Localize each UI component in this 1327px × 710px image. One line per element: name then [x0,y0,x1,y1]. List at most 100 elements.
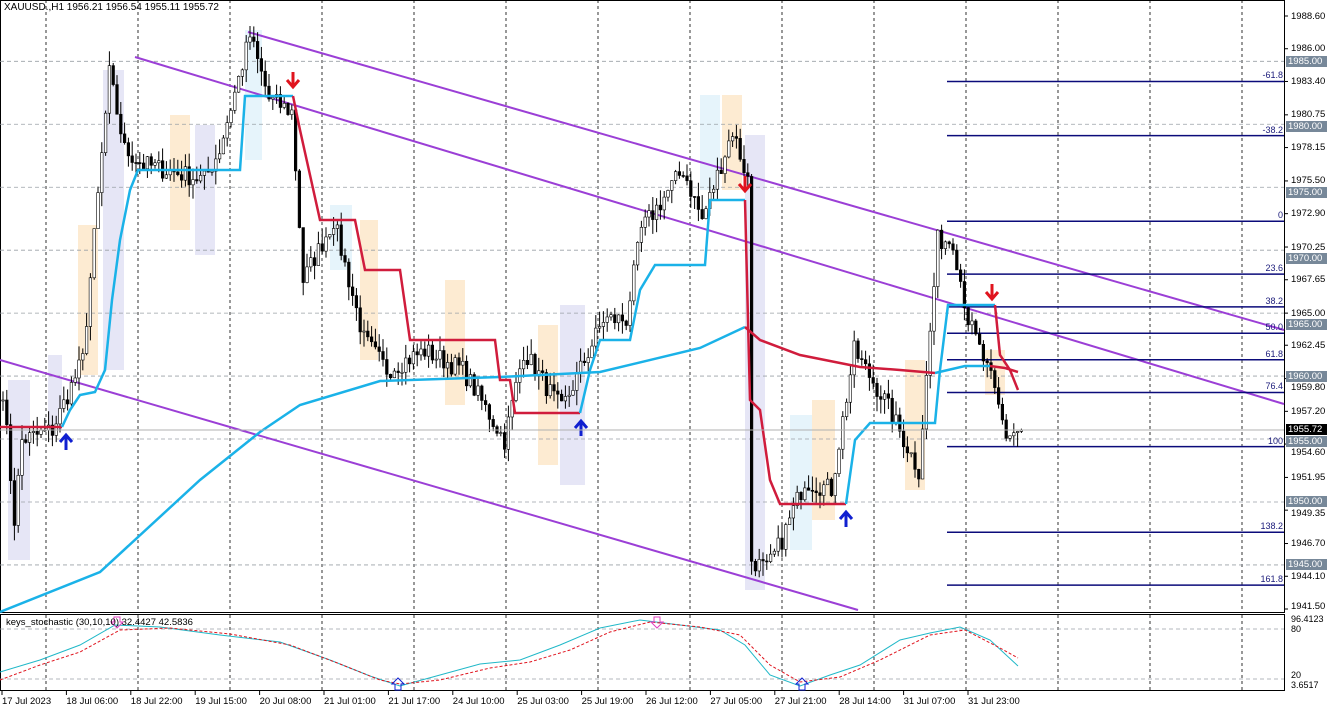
candle-body [449,362,454,375]
fib-level-label: 100 [1267,435,1283,446]
fib-level-label: 0 [1277,210,1283,221]
candle-body [316,243,321,266]
candle-body [423,348,427,357]
candle-body [765,560,769,563]
sell-arrow-icon [984,284,1000,302]
candle-body [540,370,545,373]
candle-body [362,330,366,333]
trend-step-line [993,304,1020,391]
candle-body [867,363,871,378]
candle-body [415,351,419,356]
candle-body [776,537,780,552]
candle-body [77,359,81,379]
candle-body [616,314,621,324]
price-tick-label: 1972.90 [1291,208,1326,220]
candle-body [643,216,647,228]
candle-body [483,400,488,405]
candle-body [81,353,85,361]
price-tick-label: 1946.70 [1291,538,1326,550]
price-tick-label: 1975.50 [1291,175,1326,187]
candle-body [153,162,157,166]
candle-body [506,416,511,450]
candle-body [1000,403,1004,421]
candle-body [901,430,906,448]
time-tick-label: 24 Jul 10:00 [452,696,505,707]
time-tick-label: 31 Jul 23:00 [968,696,1020,707]
candle-body [559,393,564,402]
candle-body [886,393,890,399]
candle-body [825,478,830,486]
candle-body [753,561,757,572]
highlight-zone [790,415,812,550]
candle-body [829,478,833,496]
time-tick-label: 27 Jul 21:00 [774,696,827,707]
candle-body [388,374,393,379]
candle-body [225,122,229,139]
candle-body [860,358,864,360]
price-tick-label: 1951.95 [1291,471,1326,483]
candle-body [905,446,909,454]
trend-step-line [60,94,293,428]
candle-body [312,257,317,266]
price-tick-label: 1962.45 [1291,339,1326,351]
candle-body [286,102,290,115]
candle-body [142,162,146,169]
candle-body [814,490,818,494]
candle-body [9,424,13,481]
time-tick-label: 20 Jul 08:00 [259,696,312,707]
fib-level-label: 76.4 [1265,381,1283,392]
fib-level-label: 161.8 [1260,574,1283,585]
channel-line [134,56,1285,405]
candle-body [548,384,552,397]
candle-body [597,326,602,329]
price-tick-label: 1978.15 [1291,142,1326,154]
candle-body [746,172,750,177]
candle-body [134,162,138,164]
candle-body [104,112,108,153]
candle-body [749,176,754,562]
candle-body [5,399,9,425]
candle-body [689,180,693,197]
candle-body [544,372,548,397]
candle-body [742,159,746,174]
candle-body [635,242,640,266]
candle-body [993,370,997,388]
candle-body [822,484,826,496]
time-tick-label: 31 Jul 07:00 [903,696,956,707]
candle-body [974,320,978,335]
candle-body [833,473,837,496]
time-tick-label: 18 Jul 06:00 [66,696,119,707]
candle-body [237,76,241,93]
candle-body [879,396,883,400]
candle-body [468,374,473,387]
price-tick-label: 1941.50 [1291,601,1326,612]
candle-body [575,372,579,391]
candle-body [628,300,632,326]
candle-body [514,382,518,401]
candle-body [863,359,868,365]
candle-body [799,491,803,501]
stochastic-signal-line [0,621,1019,685]
candle-body [856,340,860,359]
candle-body [784,524,788,550]
stochastic-sell-arrow-icon [109,616,125,629]
candle-body [601,322,605,327]
stochastic-sell-arrow-icon [649,616,665,629]
trend-step-line [291,95,580,415]
candle-body [810,489,814,492]
price-level-label: 1955.00 [1286,435,1327,447]
candle-body [1015,431,1020,433]
stochastic-level-label: 80 [1291,624,1302,634]
time-tick-label: 26 Jul 12:00 [646,696,698,707]
candle-body [88,277,92,327]
candle-body [472,374,476,396]
candle-body [233,91,237,111]
candle-body [69,382,73,405]
candle-body [149,156,153,166]
fib-level-label: 38.2 [1265,295,1283,306]
current-price-label: 1955.72 [1286,424,1327,436]
candle-body [841,416,845,450]
candle-body [875,382,879,397]
candle-body [138,162,142,164]
